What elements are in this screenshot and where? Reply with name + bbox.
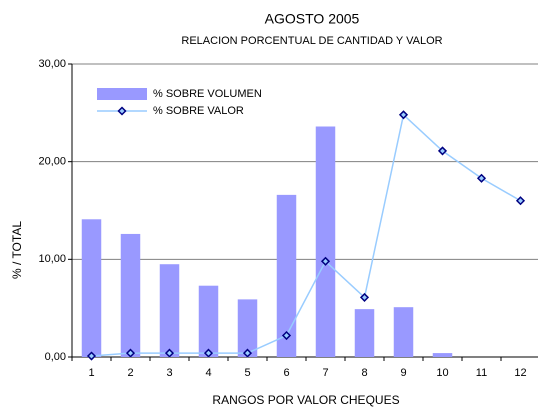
y-tick-label: 10,00 (38, 253, 66, 265)
x-tick-label: 12 (514, 367, 526, 379)
marker (281, 330, 292, 341)
marker (398, 110, 409, 120)
x-axis-label: RANGOS POR VALOR CHEQUES (212, 393, 399, 407)
y-axis-label: % / TOTAL (10, 221, 24, 279)
bar (354, 309, 375, 357)
legend-marker (117, 106, 127, 116)
x-tick-label: 1 (88, 367, 94, 379)
marker (320, 256, 331, 266)
y-tick-label: 0,00 (45, 351, 66, 363)
marker (125, 348, 136, 358)
marker (86, 351, 97, 361)
x-tick-label: 10 (436, 367, 448, 379)
bar (81, 219, 102, 357)
bar (198, 285, 219, 357)
marker (437, 146, 448, 156)
bar (159, 264, 180, 357)
legend-label: % SOBRE VOLUMEN (153, 88, 262, 100)
chart-title: AGOSTO 2005 (265, 11, 360, 27)
bar (237, 299, 258, 357)
legend-label: % SOBRE VALOR (153, 105, 244, 117)
marker (164, 348, 175, 358)
bar (120, 233, 141, 357)
x-tick-label: 6 (283, 367, 289, 379)
x-tick-label: 8 (361, 367, 367, 379)
x-tick-label: 2 (127, 367, 133, 379)
x-tick-label: 7 (322, 367, 328, 379)
x-tick-label: 5 (244, 367, 250, 379)
marker (359, 292, 370, 302)
bar (432, 353, 453, 357)
x-tick-label: 11 (476, 367, 487, 379)
line (91, 113, 521, 357)
chart-subtitle: RELACION PORCENTUAL DE CANTIDAD Y VALOR (181, 35, 442, 47)
x-tick-label: 3 (166, 367, 172, 379)
y-tick-label: 30,00 (38, 58, 66, 70)
bar (315, 126, 336, 357)
marker (476, 173, 487, 183)
x-tick-label: 4 (205, 367, 211, 379)
marker (203, 348, 214, 358)
y-tick-label: 20,00 (38, 156, 66, 168)
x-tick-label: 9 (400, 367, 406, 379)
marker (242, 348, 253, 358)
marker (515, 196, 526, 206)
bar (393, 307, 414, 357)
bar (276, 194, 297, 357)
legend-swatch (97, 88, 147, 100)
